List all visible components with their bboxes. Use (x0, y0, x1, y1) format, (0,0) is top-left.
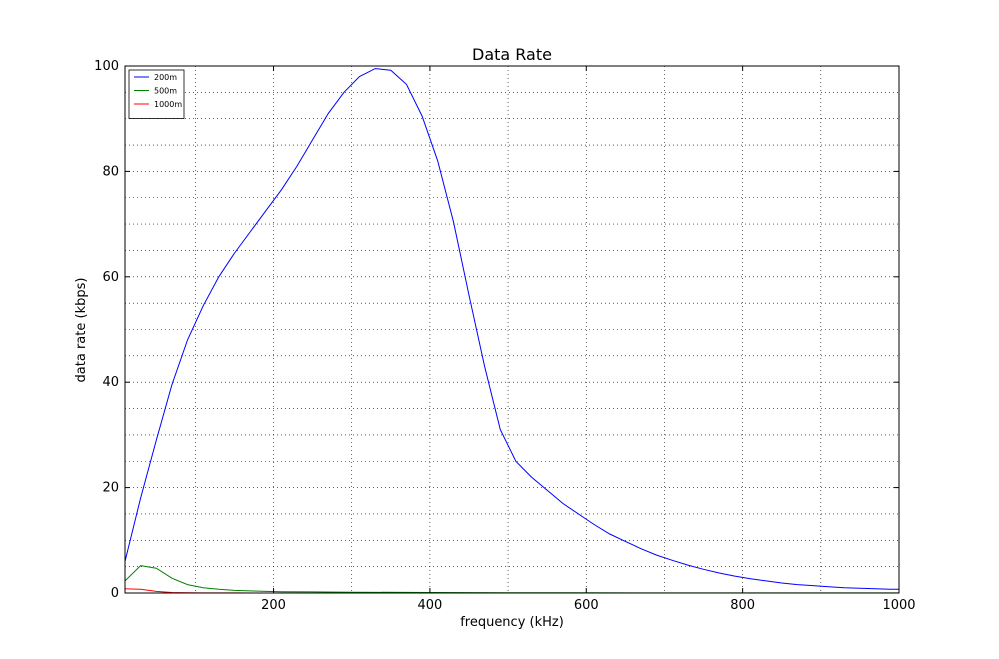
y-tick-label: 20 (102, 481, 119, 496)
y-axis-label: data rate (kbps) (74, 278, 89, 383)
y-tick-label: 100 (94, 59, 119, 74)
legend-label-500m: 500m (154, 87, 177, 96)
x-tick-label: 200 (261, 598, 286, 613)
chart-title: Data Rate (472, 45, 552, 64)
legend: 200m 500m 1000m (128, 69, 185, 119)
legend-label-1000m: 1000m (154, 100, 182, 109)
series-line-200m (124, 68, 899, 590)
series-line-500m (124, 565, 899, 594)
ticks-layer: 200 400 600 800 1000 0 20 40 60 80 100 (94, 59, 915, 613)
x-axis-label: frequency (kHz) (460, 615, 564, 630)
legend-label-200m: 200m (154, 73, 177, 82)
y-tick-label: 60 (102, 270, 119, 285)
plot-frame (124, 65, 900, 594)
series-layer (124, 68, 899, 594)
x-tick-label: 1000 (882, 598, 915, 613)
y-tick-label: 80 (102, 164, 119, 179)
x-tick-label: 400 (417, 598, 442, 613)
grid-layer (125, 66, 899, 593)
x-tick-label: 600 (574, 598, 599, 613)
y-tick-label: 0 (111, 586, 119, 601)
x-tick-label: 800 (730, 598, 755, 613)
y-tick-label: 40 (102, 375, 119, 390)
legend-box (128, 69, 185, 119)
